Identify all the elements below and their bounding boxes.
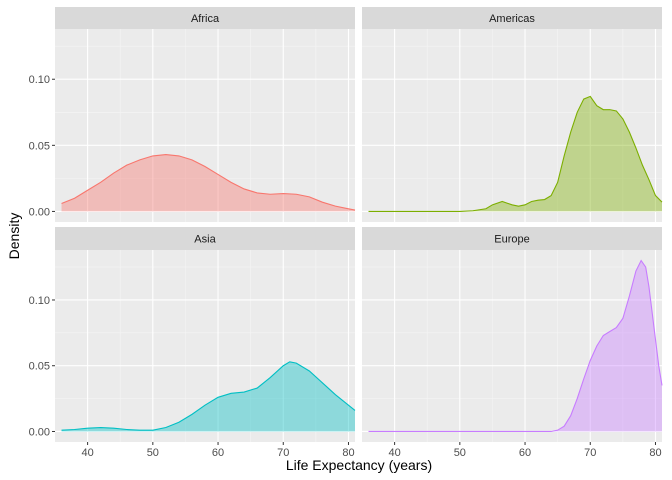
density-area-europe (368, 260, 662, 432)
density-line-europe (368, 259, 663, 433)
x-axis-title: Life Expectancy (years) (286, 457, 432, 473)
y-tick-label: 0.10 (29, 295, 50, 307)
density-area-africa (61, 154, 356, 212)
density-line-americas (368, 95, 663, 212)
y-tick-label: 0.00 (29, 426, 50, 438)
panel-background (362, 29, 662, 222)
strip-europe (362, 227, 662, 250)
x-tick-label: 60 (519, 447, 531, 459)
density-line-asia (61, 361, 356, 431)
strip-asia (55, 227, 355, 250)
density-area-asia (61, 361, 356, 432)
strip-africa (55, 7, 355, 29)
y-axis-title: Density (6, 213, 22, 260)
x-tick-label: 60 (212, 447, 224, 459)
panel-background (362, 250, 662, 442)
x-tick-label: 80 (649, 447, 661, 459)
facet-panels: Africa Americas Asia Europe (55, 7, 663, 442)
strip-americas (362, 7, 662, 29)
strip-label-europe: Europe (494, 234, 529, 246)
y-tick-label: 0.05 (29, 361, 50, 373)
density-area-americas (368, 96, 662, 212)
y-tick-label: 0.10 (29, 74, 50, 86)
x-tick-label: 40 (388, 447, 400, 459)
x-tick-label: 50 (454, 447, 466, 459)
panel-europe: Europe (362, 227, 663, 442)
x-tick-label: 40 (81, 447, 93, 459)
x-tick-label: 70 (277, 447, 289, 459)
y-tick-label: 0.00 (29, 206, 50, 218)
axes: 0.00 0.05 0.10 0.00 0.05 0.10 40 50 60 70 80 40 50 60… (29, 74, 662, 459)
strip-label-asia: Asia (194, 234, 216, 246)
density-line-africa (61, 154, 356, 211)
x-tick-label: 80 (342, 447, 354, 459)
strip-label-africa: Africa (191, 13, 220, 25)
x-tick-label: 50 (147, 447, 159, 459)
panel-background (55, 29, 355, 222)
x-tick-label: 70 (584, 447, 596, 459)
y-tick-label: 0.05 (29, 140, 50, 152)
panel-asia: Asia (55, 227, 356, 442)
panel-background (55, 250, 355, 442)
panel-africa: Africa (55, 7, 356, 222)
panel-americas: Americas (362, 7, 663, 222)
strip-label-americas: Americas (489, 13, 535, 25)
